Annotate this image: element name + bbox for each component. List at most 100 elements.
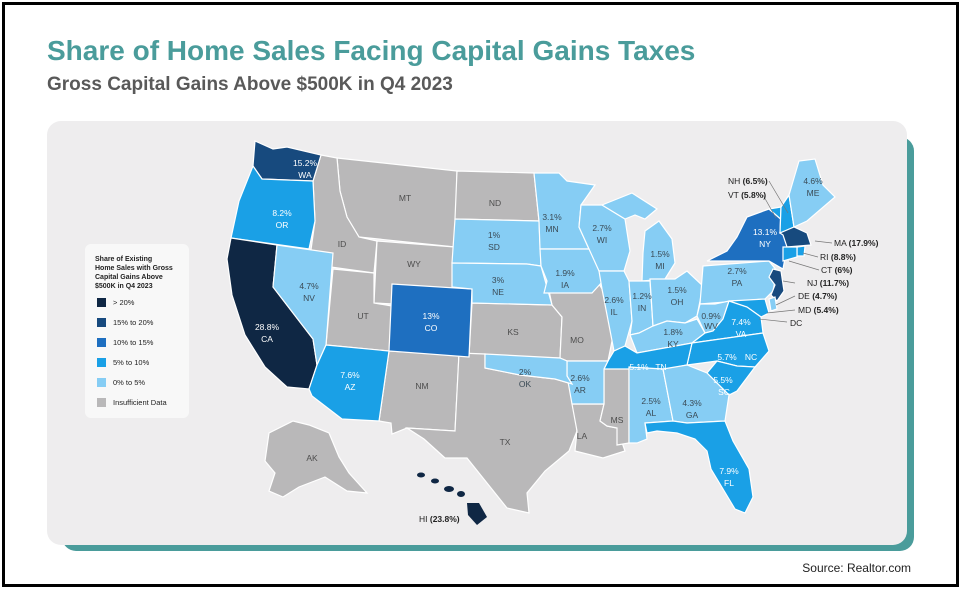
legend-swatch (97, 357, 106, 367)
value-or: 8.2% (272, 208, 292, 218)
value-me: 4.6% (803, 176, 823, 186)
label-tx: TX (500, 437, 511, 447)
abbr-ar: AR (574, 385, 586, 395)
value-ok: 2% (519, 367, 532, 377)
callout-md-abbr: MD (798, 305, 811, 315)
state-ak (264, 420, 369, 498)
state-ct (782, 246, 798, 262)
value-wa: 15.2% (293, 158, 318, 168)
callout-ri-value: (8.8%) (831, 252, 856, 262)
value-tn: 5.1% (629, 362, 649, 372)
value-pa: 2.7% (727, 266, 747, 276)
abbr-va: VA (736, 329, 747, 339)
state-fl (644, 420, 754, 514)
state-ok (484, 353, 574, 386)
label-ut: UT (357, 311, 368, 321)
value-ca: 28.8% (255, 322, 280, 332)
callout-de: DE (4.7%) (798, 291, 837, 301)
legend-swatch (97, 317, 106, 327)
abbr-ia: IA (561, 280, 569, 290)
value-ne: 3% (492, 275, 505, 285)
callout-nh: NH (6.5%) (728, 176, 768, 186)
label-mo: MO (570, 335, 584, 345)
legend-swatch (97, 337, 106, 347)
state-nm (378, 350, 460, 435)
legend-label: Insufficient Data (113, 397, 167, 407)
value-wv: 0.9% (701, 311, 721, 321)
legend-swatch (97, 397, 106, 407)
abbr-az: AZ (345, 382, 356, 392)
callout-hi-abbr: HI (419, 514, 428, 524)
abbr-mi: MI (655, 261, 664, 271)
legend-label: > 20% (113, 297, 135, 307)
callout-de-value: (4.7%) (812, 291, 837, 301)
label-ak: AK (306, 453, 318, 463)
legend-label: 0% to 5% (113, 377, 146, 387)
abbr-ga: GA (686, 410, 699, 420)
label-nm: NM (415, 381, 428, 391)
label-mt: MT (399, 193, 411, 203)
value-ar: 2.6% (570, 373, 590, 383)
state-me (788, 158, 836, 228)
legend-swatch (97, 297, 106, 307)
abbr-ca: CA (261, 334, 273, 344)
abbr-ok: OK (519, 379, 532, 389)
legend-label: 15% to 20% (113, 317, 154, 327)
callout-ri-abbr: RI (820, 252, 829, 262)
abbr-al: AL (646, 408, 657, 418)
callout-vt-abbr: VT (728, 190, 739, 200)
abbr-sc: SC (718, 387, 730, 397)
value-oh: 1.5% (667, 285, 687, 295)
label-la: LA (577, 431, 588, 441)
callout-vt: VT (5.8%) (728, 190, 766, 200)
value-sd: 1% (488, 230, 501, 240)
abbr-oh: OH (671, 297, 684, 307)
callout-ct-abbr: CT (821, 265, 832, 275)
value-va: 7.4% (731, 317, 751, 327)
value-in: 1.2% (632, 291, 652, 301)
state-az (308, 344, 390, 422)
value-il: 2.6% (604, 295, 624, 305)
callout-vt-value: (5.8%) (741, 190, 766, 200)
value-mn: 3.1% (542, 212, 562, 222)
abbr-wi: WI (597, 235, 607, 245)
abbr-nv: NV (303, 293, 315, 303)
abbr-in: IN (638, 303, 647, 313)
callout-ma: MA (17.9%) (834, 238, 879, 248)
value-az: 7.6% (340, 370, 360, 380)
legend-label: 5% to 10% (113, 357, 150, 367)
abbr-ne: NE (492, 287, 504, 297)
state-mi (600, 192, 676, 282)
label-ms: MS (611, 415, 624, 425)
value-co: 13% (422, 311, 439, 321)
callout-ri: RI (8.8%) (820, 252, 856, 262)
callout-ma-abbr: MA (834, 238, 847, 248)
callout-md-value: (5.4%) (814, 305, 839, 315)
label-wy: WY (407, 259, 421, 269)
value-fl: 7.9% (719, 466, 739, 476)
abbr-ny: NY (759, 239, 771, 249)
abbr-il: IL (610, 307, 617, 317)
hi-island-2 (431, 478, 439, 484)
value-ia: 1.9% (555, 268, 575, 278)
callout-nh-abbr: NH (728, 176, 740, 186)
state-ny (706, 208, 788, 270)
value-wi: 2.7% (592, 223, 612, 233)
abbr-ky: KY (667, 339, 679, 349)
source-note: Source: Realtor.com (802, 561, 911, 575)
legend-item-0-5: 0% to 5% (97, 376, 145, 388)
hi-island-4 (457, 491, 465, 497)
callout-md: MD (5.4%) (798, 305, 839, 315)
hi-island-1 (417, 472, 425, 478)
value-nv: 4.7% (299, 281, 319, 291)
page-title: Share of Home Sales Facing Capital Gains… (47, 35, 696, 66)
abbr-nc: NC (745, 352, 757, 362)
label-ks: KS (507, 327, 519, 337)
legend-title: Share of Existing Home Sales with Gross … (95, 256, 173, 290)
state-nd (454, 170, 540, 222)
state-ma (778, 226, 812, 248)
state-tn (603, 342, 693, 370)
abbr-fl: FL (724, 478, 734, 488)
legend-item-15-20: 15% to 20% (97, 316, 153, 328)
value-sc: 5.5% (713, 375, 733, 385)
